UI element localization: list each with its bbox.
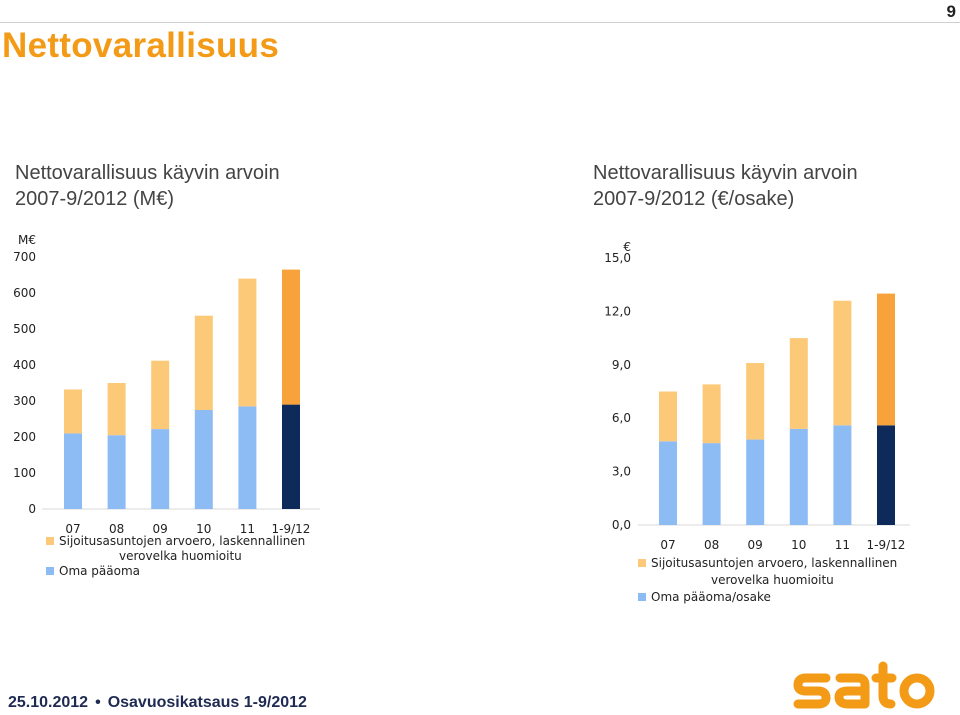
right-bar-investment-07: [659, 391, 677, 442]
right-chart-title: Nettovarallisuus käyvin arvoin 2007-9/20…: [593, 160, 858, 212]
right-bar-investment-09: [746, 363, 765, 440]
right-unit-label: €: [623, 240, 631, 254]
left-bar-investment-10: [194, 315, 213, 410]
left-xtick-label: 08: [109, 522, 124, 536]
right-bar-equity-11: [833, 425, 852, 525]
page-number: 9: [946, 2, 956, 21]
right-legend-label: Oma pääoma/osake: [651, 590, 771, 604]
right-ytick-label: 15,0: [604, 251, 631, 265]
left-bar-equity-09: [151, 429, 170, 509]
left-bar-equity-10: [194, 410, 213, 509]
right-xtick-label: 10: [791, 538, 806, 552]
footer-date: 25.10.2012: [8, 694, 89, 711]
right-xtick-label: 08: [704, 538, 719, 552]
right-bar-investment-1-9/12: [877, 293, 895, 426]
left-legend-swatch-equity: [46, 567, 54, 575]
left-ytick-label: 100: [13, 466, 36, 480]
left-ytick-label: 200: [13, 430, 36, 444]
right-xtick-label: 09: [748, 538, 763, 552]
right-bar-investment-10: [789, 338, 808, 429]
right-ytick-label: 9,0: [612, 358, 631, 372]
left-ytick-label: 0: [28, 502, 36, 516]
left-bar-equity-08: [107, 435, 126, 509]
left-ytick-label: 500: [13, 322, 36, 336]
right-ytick-label: 6,0: [612, 411, 631, 425]
left-ytick-label: 400: [13, 358, 36, 372]
right-chart-title-line-1: Nettovarallisuus käyvin arvoin: [593, 162, 858, 184]
left-bar-equity-07: [64, 433, 82, 509]
right-ytick-label: 0,0: [612, 518, 631, 532]
page-title: Nettovarallisuus: [2, 26, 280, 65]
left-legend-label: Sijoitusasuntojen arvoero, laskennalline…: [59, 534, 305, 548]
right-bar-equity-09: [746, 439, 765, 525]
right-legend-label: Sijoitusasuntojen arvoero, laskennalline…: [651, 556, 897, 570]
left-unit-label: M€: [18, 233, 36, 247]
right-bar-equity-08: [702, 443, 721, 525]
left-xtick-label: 1-9/12: [272, 522, 311, 536]
right-bar-equity-10: [789, 428, 808, 525]
left-bar-investment-07: [64, 389, 82, 434]
right-xtick-label: 11: [835, 538, 850, 552]
left-chart-title-line-2: 2007-9/2012 (M€): [15, 188, 174, 210]
left-xtick-label: 11: [240, 522, 255, 536]
footer: 25.10.2012 • Osavuosikatsaus 1-9/2012: [8, 694, 307, 712]
right-ytick-label: 3,0: [612, 465, 631, 479]
left-legend-label: Oma pääoma: [59, 564, 140, 578]
left-chart-title: Nettovarallisuus käyvin arvoin 2007-9/20…: [15, 160, 280, 212]
right-legend-swatch-investment: [638, 559, 646, 567]
footer-title: Osavuosikatsaus 1-9/2012: [107, 694, 307, 711]
left-bar-investment-09: [151, 360, 170, 430]
right-legend-swatch-equity: [638, 593, 646, 601]
left-bar-equity-11: [238, 406, 257, 509]
right-ytick-label: 12,0: [604, 304, 631, 318]
left-chart-title-line-1: Nettovarallisuus käyvin arvoin: [15, 162, 280, 184]
footer-separator: •: [95, 694, 101, 711]
top-divider: [0, 22, 960, 23]
left-xtick-label: 09: [153, 522, 168, 536]
left-ytick-label: 700: [13, 250, 36, 264]
right-bar-investment-08: [702, 384, 721, 444]
left-legend-swatch-investment: [46, 537, 54, 545]
left-xtick-label: 07: [65, 522, 80, 536]
right-bar-equity-07: [659, 441, 677, 525]
left-ytick-label: 300: [13, 394, 36, 408]
left-ytick-label: 600: [13, 286, 36, 300]
left-bar-investment-08: [107, 383, 126, 436]
right-bar-equity-1-9/12: [877, 425, 895, 525]
left-bar-investment-1-9/12: [282, 269, 300, 405]
right-xtick-label: 1-9/12: [867, 538, 906, 552]
left-bar-equity-1-9/12: [282, 404, 300, 509]
left-legend-label: verovelka huomioitu: [119, 549, 242, 563]
right-legend-label: verovelka huomioitu: [711, 573, 834, 587]
right-chart-title-line-2: 2007-9/2012 (€/osake): [593, 188, 795, 210]
left-bar-investment-11: [238, 278, 257, 407]
right-xtick-label: 07: [660, 538, 675, 552]
left-xtick-label: 10: [196, 522, 211, 536]
right-bar-investment-11: [833, 300, 852, 426]
sato-logo: sato: [793, 661, 935, 709]
